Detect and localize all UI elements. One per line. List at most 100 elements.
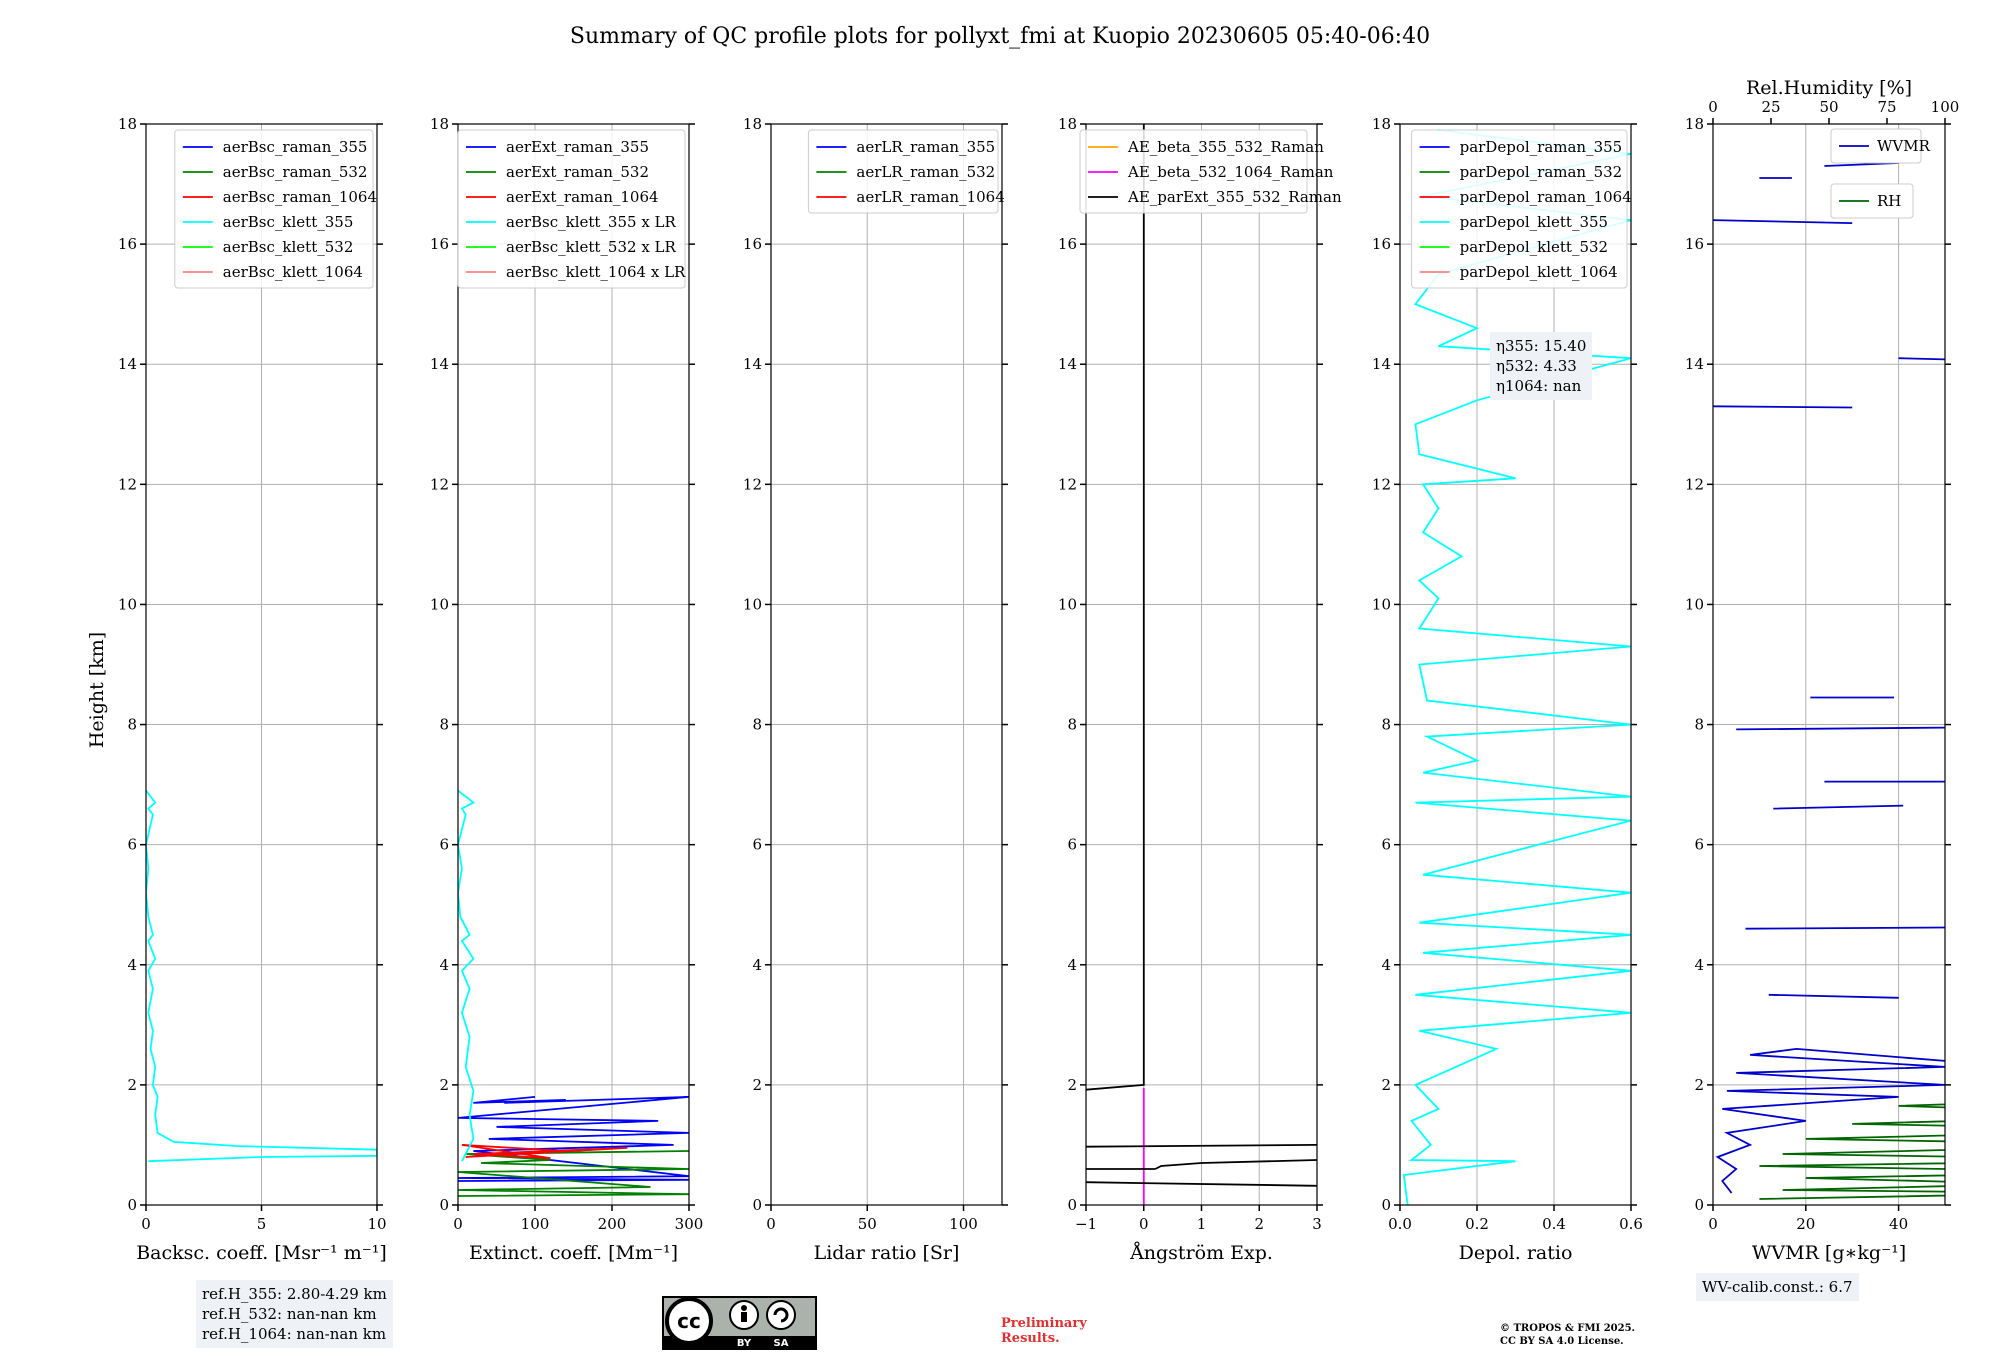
axes-frame [1399,123,1632,1206]
badge-sa-label: SA [774,1338,789,1349]
y-tick-label: 4 [1694,956,1704,974]
y-tick-label: 10 [1058,595,1077,613]
y-tick-label: 14 [118,355,137,373]
axes-frame [1712,123,1946,1206]
x-tick-label: 100 [521,1215,550,1233]
y-tick-label: 14 [1058,355,1077,373]
legend-box [1830,128,1922,164]
y-tick-label: 10 [430,595,449,613]
y-tick-label: 6 [127,836,137,854]
x-tick-label: 0 [453,1215,463,1233]
y-tick-label: 8 [1381,716,1391,734]
y-tick-label: 12 [430,475,449,493]
legend-label: aerBsc_raman_1064 [223,188,377,206]
y-tick-label: 4 [127,956,137,974]
y-tick-label: 18 [1372,115,1391,133]
y-tick-label: 6 [1381,836,1391,854]
y-tick-label: 14 [1372,355,1391,373]
top-x-axis-label: Rel.Humidity [%] [1746,77,1912,99]
badge-by-label: BY [737,1338,752,1349]
x-axis-label: WVMR [g∗kg⁻¹] [1752,1242,1906,1264]
series-line-parDepol_klett_355 [1402,129,1631,1205]
y-tick-label: 16 [743,235,762,253]
x-tick-label: 0.4 [1542,1215,1566,1233]
ref-height-532: ref.H_532: nan-nan km [202,1305,377,1323]
legend-label: parDepol_raman_355 [1460,138,1623,156]
y-tick-label: 16 [1685,235,1704,253]
legend-label: aerBsc_raman_532 [223,163,368,181]
y-tick-label: 14 [430,355,449,373]
y-tick-label: 8 [1694,716,1704,734]
legend-label: aerBsc_klett_355 [223,213,354,231]
x-tick-label: 2 [1254,1215,1264,1233]
y-tick-label: 6 [439,836,449,854]
y-tick-label: 16 [1058,235,1077,253]
series-line-WVMR [1713,162,1945,1194]
legend-depol: parDepol_raman_355 parDepol_raman_532 parD… [1411,129,1632,289]
legend-label: AE_beta_355_532_Raman [1127,138,1324,156]
series-line-aerExt_raman_355 [458,1096,689,1182]
y-tick-label: 10 [1372,595,1391,613]
x-axis-label: Ångström Exp. [1129,1242,1273,1264]
legend-label: aerBsc_klett_1064 x LR [506,263,686,281]
y-tick-label: 2 [1067,1076,1077,1094]
legend-label: aerBsc_klett_532 [223,238,354,256]
y-tick-label: 0 [127,1196,137,1214]
legend-label: parDepol_klett_1064 [1460,263,1618,281]
legend-RH: RH [1830,183,1914,219]
legend-label: aerExt_raman_1064 [506,188,659,206]
series-line-aerExt_raman_532 [458,1150,689,1197]
legend-label: aerBsc_klett_1064 [223,263,363,281]
legend-lidar_ratio: aerLR_raman_355 aerLR_raman_532 aerLR_rama… [807,129,1005,214]
cc-logo-icon [665,1297,713,1345]
x-tick-label: 100 [949,1215,978,1233]
x-tick-label: 200 [598,1215,627,1233]
series-line-aerBsc_klett_355 x LR [458,789,476,1162]
y-tick-label: 14 [743,355,762,373]
top-x-tick-label: 25 [1761,98,1780,116]
panel-backscatter: 0 2 4 6 8 10 12 14 16 18 0 5 10 Backsc. coeff. [Msr⁻¹… [118,115,387,1264]
eta-532: η532: 4.33 [1496,357,1577,375]
ref-height-355: ref.H_355: 2.80-4.29 km [202,1285,387,1303]
y-tick-label: 16 [118,235,137,253]
legend-label: parDepol_klett_532 [1460,238,1609,256]
legend-label: aerBsc_raman_355 [223,138,368,156]
y-tick-label: 8 [1067,716,1077,734]
x-tick-label: 40 [1889,1215,1908,1233]
legend-box [807,129,999,214]
legend-label: aerBsc_klett_355 x LR [506,213,677,231]
legend-label: WVMR [1877,137,1931,155]
legend-label: aerLR_raman_532 [856,163,995,181]
cc-by-sa-license-badge: cc BY SA [662,1296,817,1350]
x-tick-label: 3 [1312,1215,1322,1233]
legend-box [1830,183,1914,219]
y-tick-label: 0 [1381,1196,1391,1214]
y-tick-label: 12 [1685,475,1704,493]
top-x-tick-label: 50 [1819,98,1838,116]
y-tick-label: 6 [752,836,762,854]
y-tick-label: 6 [1067,836,1077,854]
legend-label: parDepol_raman_532 [1460,163,1623,181]
y-tick-label: 4 [752,956,762,974]
svg-text:cc: cc [677,1309,701,1333]
y-tick-label: 12 [1372,475,1391,493]
legend-WVMR: WVMR [1830,128,1931,164]
x-tick-label: 50 [858,1215,877,1233]
legend-box [1079,129,1308,214]
eta-355: η355: 15.40 [1496,337,1587,355]
x-tick-label: 10 [367,1215,386,1233]
x-axis-label: Lidar ratio [Sr] [814,1242,960,1264]
top-x-tick-label: 100 [1931,98,1960,116]
y-tick-label: 18 [743,115,762,133]
y-tick-label: 2 [439,1076,449,1094]
panel-lidar_ratio: 0 2 4 6 8 10 12 14 16 18 0 50 100 Lidar ratio [Sr] aer… [743,115,1008,1264]
y-tick-label: 18 [118,115,137,133]
y-tick-label: 4 [1381,956,1391,974]
legend-angstrom: AE_beta_355_532_Raman AE_beta_532_1064_Ra… [1079,129,1342,214]
legend-label: aerLR_raman_1064 [856,188,1004,206]
y-tick-label: 10 [1685,595,1704,613]
figure-title: Summary of QC profile plots for pollyxt_… [570,24,1430,49]
y-tick-label: 2 [752,1076,762,1094]
